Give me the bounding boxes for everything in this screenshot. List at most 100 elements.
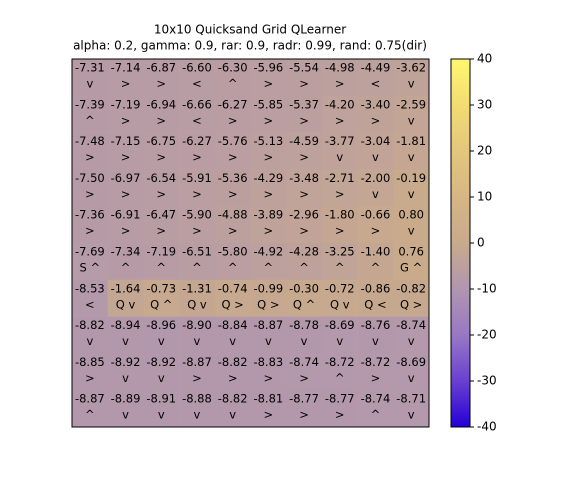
- cell-value: -6.54: [146, 171, 176, 185]
- cell-value: -5.80: [218, 245, 248, 259]
- cell-value: -3.77: [325, 134, 355, 148]
- cell-value: -8.53: [75, 281, 105, 295]
- cell: [393, 353, 430, 391]
- cell-value: -8.77: [325, 392, 355, 406]
- cell-value: -6.60: [182, 61, 212, 75]
- cell-value: -7.48: [75, 134, 105, 148]
- cell: [214, 59, 251, 97]
- cell: [357, 59, 394, 97]
- cell-action: <: [371, 77, 381, 91]
- cell-value: -2.71: [325, 171, 355, 185]
- colorbar-tick-label: 0: [477, 236, 485, 250]
- cell-value: -4.28: [289, 245, 319, 259]
- cell: [214, 95, 251, 133]
- cell: [179, 279, 216, 317]
- cell-value: -0.73: [146, 281, 176, 295]
- cell: [286, 95, 323, 133]
- cell-action: v: [122, 371, 129, 385]
- cell-value: -2.96: [289, 208, 319, 222]
- cell: [72, 95, 108, 133]
- cell-action: >: [156, 224, 166, 238]
- cell-action: >: [335, 224, 345, 238]
- cell-value: -8.71: [396, 392, 426, 406]
- cell: [321, 243, 358, 281]
- cell-value: 0.80: [398, 208, 424, 222]
- cell: [107, 243, 144, 281]
- cell-value: -7.36: [75, 208, 105, 222]
- cell-value: -8.89: [111, 392, 141, 406]
- cell-action: S ^: [80, 261, 101, 275]
- cell-value: -3.04: [361, 134, 391, 148]
- cell-value: -8.77: [289, 392, 319, 406]
- cell-value: -3.62: [396, 61, 426, 75]
- cell-action: Q <: [364, 297, 386, 311]
- cell-action: >: [156, 187, 166, 201]
- cell-action: v: [408, 150, 415, 164]
- cell-value: -8.87: [182, 355, 212, 369]
- cell: [321, 169, 358, 207]
- cell: [107, 132, 144, 170]
- cell-value: -7.19: [146, 245, 176, 259]
- cell-value: -3.89: [253, 208, 283, 222]
- cell: [393, 95, 430, 133]
- cell-action: ^: [228, 77, 238, 91]
- cell-action: >: [299, 224, 309, 238]
- cell-action: >: [85, 371, 95, 385]
- cell: [393, 316, 430, 354]
- cell-action: >: [121, 113, 131, 127]
- cell-value: -6.27: [182, 134, 212, 148]
- cell-action: Q v: [187, 297, 207, 311]
- cell: [357, 206, 394, 244]
- cell-action: >: [371, 371, 381, 385]
- cell: [107, 316, 144, 354]
- cell-value: -7.31: [75, 61, 105, 75]
- cell: [72, 59, 108, 97]
- cell-action: Q v: [116, 297, 136, 311]
- cell: [286, 169, 323, 207]
- cell-value: -6.30: [218, 61, 248, 75]
- cell-action: >: [299, 150, 309, 164]
- cell: [250, 59, 287, 97]
- cell-value: -8.92: [111, 355, 141, 369]
- cell-value: -8.91: [146, 392, 176, 406]
- cell: [214, 390, 251, 428]
- cell-action: v: [265, 334, 272, 348]
- cell-value: -8.81: [253, 392, 283, 406]
- cell-action: >: [192, 224, 202, 238]
- cell-action: v: [336, 150, 343, 164]
- cell: [107, 95, 144, 133]
- cell: [393, 132, 430, 170]
- cell-value: -5.90: [182, 208, 212, 222]
- cell: [250, 353, 287, 391]
- cell-action: >: [264, 150, 274, 164]
- cell: [107, 390, 144, 428]
- cell-value: -0.19: [396, 171, 426, 185]
- cell-value: -8.72: [361, 355, 391, 369]
- colorbar-tick-label: 40: [477, 52, 492, 66]
- cell: [214, 243, 251, 281]
- cell-action: >: [299, 113, 309, 127]
- cell: [393, 390, 430, 428]
- cell-action: G ^: [400, 261, 422, 275]
- cell-value: -7.69: [75, 245, 105, 259]
- cell-action: >: [228, 150, 238, 164]
- cell: [143, 353, 180, 391]
- cell: [321, 132, 358, 170]
- plot-frame: [71, 58, 430, 428]
- cell-action: ^: [335, 261, 345, 275]
- cell: [143, 316, 180, 354]
- cell-value: -0.86: [361, 281, 391, 295]
- cell-action: >: [264, 77, 274, 91]
- cell-action: >: [299, 77, 309, 91]
- cell-value: -8.88: [182, 392, 212, 406]
- cell-action: Q ^: [293, 297, 315, 311]
- cell-action: v: [229, 408, 236, 422]
- cell-action: Q >: [221, 297, 243, 311]
- cell-value: -4.98: [325, 61, 355, 75]
- cell: [286, 390, 323, 428]
- cell: [321, 353, 358, 391]
- cell-value: -1.40: [361, 245, 391, 259]
- cell-value: -0.30: [289, 281, 319, 295]
- cell-value: -3.40: [361, 97, 391, 111]
